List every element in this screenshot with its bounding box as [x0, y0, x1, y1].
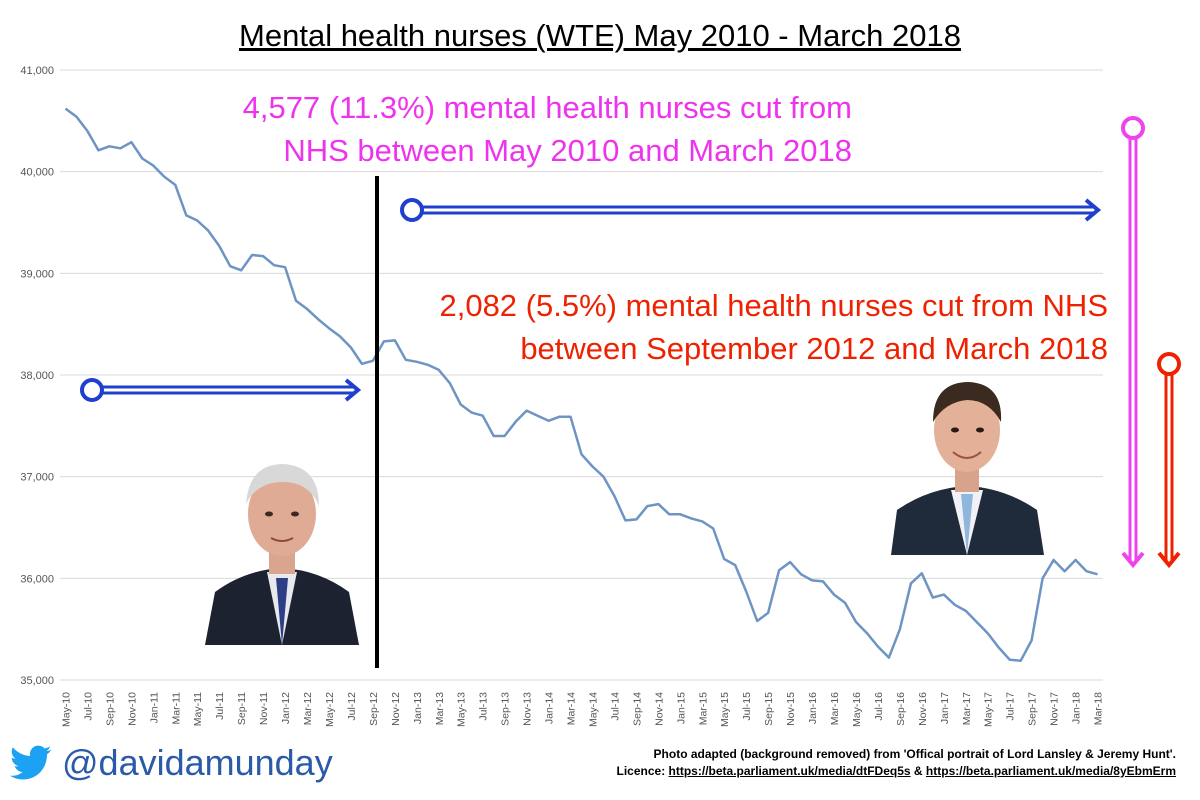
- red-down-arrow: [1157, 352, 1181, 569]
- pink-down-arrow: [1121, 116, 1145, 569]
- x-tick-label: Jul-13: [478, 692, 490, 721]
- x-tick-label: Jul-16: [873, 692, 885, 721]
- x-tick-label: May-15: [719, 692, 731, 727]
- x-tick-label: Jan-14: [544, 692, 556, 724]
- twitter-handle: @davidamunday: [62, 742, 333, 783]
- annotation-red-line2: between September 2012 and March 2018: [520, 331, 1108, 366]
- x-tick-label: Sep-12: [368, 692, 380, 726]
- x-tick-label: Nov-11: [258, 692, 270, 725]
- x-tick-label: Jan-18: [1071, 692, 1083, 724]
- x-tick-label: Mar-14: [566, 692, 578, 725]
- x-tick-label: May-16: [851, 692, 863, 727]
- x-tick-label: Mar-17: [961, 692, 973, 725]
- annotation-pink-line1: 4,577 (11.3%) mental health nurses cut f…: [242, 90, 852, 125]
- chart-title: Mental health nurses (WTE) May 2010 - Ma…: [239, 18, 961, 53]
- y-tick-label: 36,000: [20, 573, 54, 585]
- x-tick-label: Jan-12: [280, 692, 292, 724]
- x-tick-label: Jul-12: [346, 692, 358, 721]
- annotation-red-line1: 2,082 (5.5%) mental health nurses cut fr…: [439, 288, 1108, 323]
- credit-ampersand: &: [910, 764, 926, 778]
- x-tick-label: Nov-17: [1049, 692, 1061, 726]
- annotation-arrows: [80, 116, 1181, 668]
- x-tick-label: Nov-16: [917, 692, 929, 726]
- x-tick-label: Sep-16: [895, 692, 907, 726]
- x-tick-label: May-14: [587, 692, 599, 727]
- x-tick-label: Jul-11: [214, 692, 226, 720]
- x-tick-label: Jan-15: [675, 692, 687, 724]
- x-tick-label: Jul-17: [1005, 692, 1017, 721]
- y-tick-label: 38,000: [20, 370, 54, 382]
- x-tick-label: Nov-15: [785, 692, 797, 726]
- portrait-hunt: [891, 382, 1044, 555]
- x-tick-label: Jul-15: [741, 692, 753, 721]
- credit-line2: Licence: https://beta.parliament.uk/medi…: [617, 763, 1177, 780]
- twitter-handle-block: @davidamunday: [10, 742, 333, 784]
- arrow-head: [1121, 551, 1145, 569]
- x-tick-label: Jan-16: [807, 692, 819, 724]
- photo-credit: Photo adapted (background removed) from …: [617, 746, 1177, 780]
- x-tick-label: Mar-12: [302, 692, 314, 725]
- arrow-head: [344, 378, 362, 402]
- x-tick-label: Jul-14: [609, 692, 621, 721]
- annotation-pink-line2: NHS between May 2010 and March 2018: [283, 133, 852, 168]
- x-tick-label: Mar-15: [697, 692, 709, 725]
- y-tick-label: 40,000: [20, 167, 54, 179]
- credit-link-2[interactable]: https://beta.parliament.uk/media/8yEbmEr…: [925, 764, 1176, 778]
- x-tick-label: Mar-13: [434, 692, 446, 725]
- gridlines: [60, 69, 1103, 681]
- x-tick-label: Nov-13: [522, 692, 534, 726]
- x-tick-label: Mar-16: [829, 692, 841, 725]
- x-tick-label: Sep-14: [631, 692, 643, 726]
- credit-link-1[interactable]: https://beta.parliament.uk/media/dtFDeq5…: [668, 764, 911, 778]
- x-tick-label: Sep-10: [104, 692, 116, 726]
- x-tick-label: Nov-10: [126, 692, 138, 726]
- series-line: [64, 107, 1098, 662]
- x-tick-label: Nov-12: [390, 692, 402, 726]
- arrow-start-circle: [400, 198, 424, 222]
- x-tick-label: May-17: [983, 692, 995, 727]
- x-tick-label: Sep-15: [763, 692, 775, 726]
- x-tick-label: Sep-13: [500, 692, 512, 726]
- credit-line1: Photo adapted (background removed) from …: [653, 747, 1176, 761]
- x-tick-label: Sep-11: [236, 692, 248, 725]
- arrow-start-circle: [1157, 352, 1181, 376]
- x-tick-label: Mar-11: [170, 692, 182, 725]
- annotation-red: 2,082 (5.5%) mental health nurses cut fr…: [380, 284, 1108, 370]
- x-tick-label: Jan-11: [148, 692, 160, 723]
- y-axis-ticks: 35,000 36,000 37,000 38,000 39,000 40,000 41,0…: [20, 65, 54, 687]
- arrow-start-circle: [1121, 116, 1145, 140]
- y-tick-label: 39,000: [20, 268, 54, 280]
- arrow-head: [1084, 198, 1102, 222]
- portrait-lansley: [205, 464, 359, 645]
- x-tick-label: May-10: [60, 692, 72, 727]
- x-tick-label: Jan-17: [939, 692, 951, 724]
- y-tick-label: 41,000: [20, 65, 54, 77]
- x-tick-label: May-12: [324, 692, 336, 727]
- twitter-bird-icon: [10, 745, 52, 780]
- x-tick-label: May-13: [456, 692, 468, 727]
- blue-arrow-left: [80, 378, 362, 402]
- arrow-head: [1157, 551, 1181, 569]
- x-tick-label: Jul-10: [82, 692, 94, 721]
- arrow-start-circle: [80, 378, 104, 402]
- blue-arrow-right: [400, 198, 1102, 222]
- y-tick-label: 35,000: [20, 675, 54, 687]
- x-tick-label: Nov-14: [653, 692, 665, 726]
- x-tick-label: Mar-18: [1093, 692, 1105, 725]
- y-tick-label: 37,000: [20, 472, 54, 484]
- x-axis-ticks: May-10 Jul-10 Sep-10 Nov-10 Jan-11 Mar-11 May-…: [60, 692, 1104, 727]
- x-tick-label: May-11: [192, 692, 204, 726]
- x-tick-label: Sep-17: [1027, 692, 1039, 726]
- x-tick-label: Jan-13: [412, 692, 424, 724]
- credit-licence-label: Licence:: [616, 764, 669, 778]
- annotation-pink: 4,577 (11.3%) mental health nurses cut f…: [150, 86, 852, 172]
